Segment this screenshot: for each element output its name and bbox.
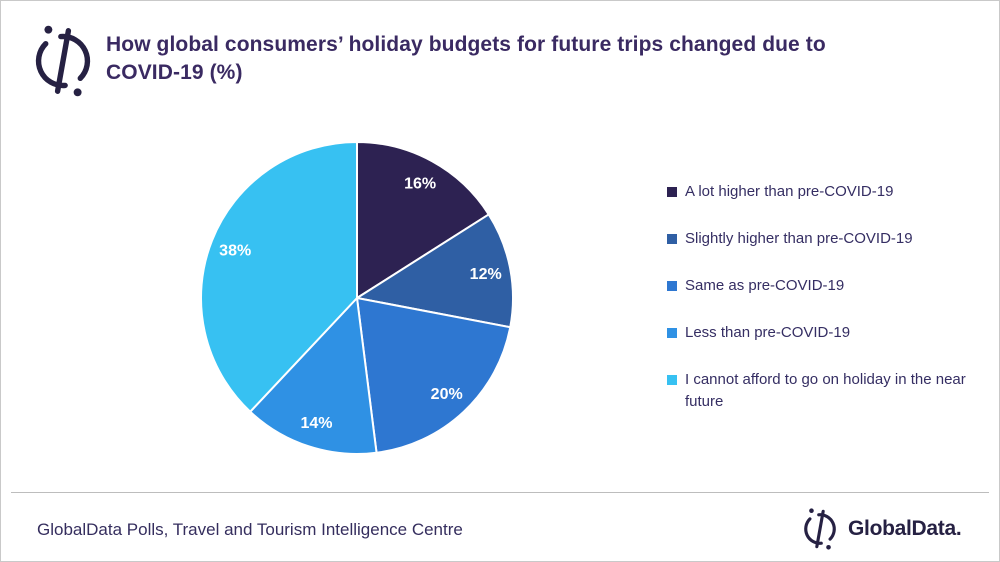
pie-slice-5 bbox=[200, 141, 358, 413]
chart-legend: A lot higher than pre-COVID-19 Slightly h… bbox=[667, 181, 987, 438]
legend-marker bbox=[667, 328, 677, 338]
pie-slice-2 bbox=[356, 213, 515, 329]
globaldata-logo-icon bbox=[804, 508, 836, 550]
pie-slice-4 bbox=[249, 297, 378, 455]
source-text: GlobalData Polls, Travel and Tourism Int… bbox=[37, 520, 463, 539]
legend-marker bbox=[667, 234, 677, 244]
legend-marker bbox=[667, 187, 677, 197]
legend-item-5: I cannot afford to go on holiday in the … bbox=[667, 369, 987, 413]
legend-marker bbox=[667, 375, 677, 385]
pie-data-label: 38% bbox=[219, 242, 251, 259]
globaldata-brand-logo: GlobalData. bbox=[799, 508, 962, 550]
pie-data-label: 12% bbox=[470, 266, 502, 283]
page-title: How global consumers’ holiday budgets fo… bbox=[106, 31, 966, 87]
pie-chart: 16% 12% 20% 14% 38% bbox=[200, 141, 515, 455]
legend-label: I cannot afford to go on holiday in the … bbox=[685, 371, 966, 410]
legend-item-4: Less than pre-COVID-19 bbox=[667, 322, 987, 344]
legend-label: Slightly higher than pre-COVID-19 bbox=[685, 230, 913, 247]
pie-data-label: 16% bbox=[404, 176, 436, 193]
legend-label: A lot higher than pre-COVID-19 bbox=[685, 183, 894, 200]
legend-item-1: A lot higher than pre-COVID-19 bbox=[667, 181, 987, 203]
legend-marker bbox=[667, 281, 677, 291]
globaldata-logo-icon bbox=[35, 25, 91, 97]
pie-slice-3 bbox=[356, 297, 512, 454]
brand-wordmark: GlobalData. bbox=[848, 517, 962, 540]
pie-slice-1 bbox=[356, 141, 490, 299]
page-title-line-1: How global consumers’ holiday budgets fo… bbox=[106, 33, 826, 56]
legend-label: Same as pre-COVID-19 bbox=[685, 277, 845, 294]
legend-item-2: Slightly higher than pre-COVID-19 bbox=[667, 228, 987, 250]
footer-divider bbox=[11, 492, 989, 493]
legend-item-3: Same as pre-COVID-19 bbox=[667, 275, 987, 297]
legend-label: Less than pre-COVID-19 bbox=[685, 324, 851, 341]
pie-data-label: 20% bbox=[431, 386, 463, 403]
pie-data-label: 14% bbox=[300, 415, 332, 432]
page-title-line-2: COVID-19 (%) bbox=[106, 61, 243, 84]
